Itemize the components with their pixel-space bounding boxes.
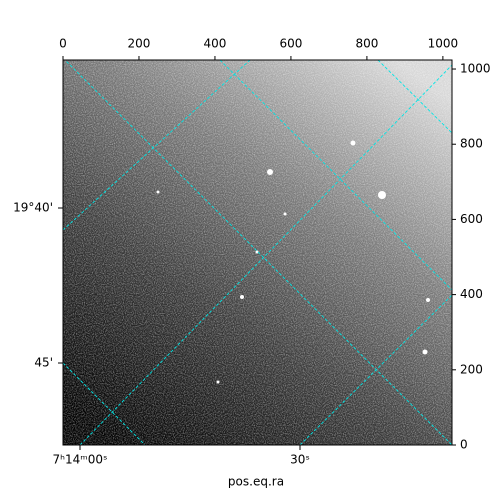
wcs-grid [63,60,452,445]
wcs-grid-line [299,294,452,445]
x-tick-label: 200 [128,37,151,51]
wcs-grid-line [219,60,452,291]
wcs-grid-line [64,60,452,445]
y-tick-label: 1000 [460,62,491,76]
image [63,60,452,445]
x-tick-label: 400 [204,37,227,51]
wcs-grid-line [63,362,146,445]
dec-tick-label: 19°40' [13,201,53,215]
y-tick-label: 200 [460,362,483,376]
x-tick-label: 1000 [428,37,459,51]
y-tick-label: 0 [460,438,468,452]
ra-tick-label: 7ʰ14ᵐ00ˢ [53,453,108,467]
y-tick-label: 800 [460,137,483,151]
y-tick-label: 400 [460,287,483,301]
x-tick-label: 600 [279,37,302,51]
wcs-grid-line [79,64,452,445]
wcs-grid-line [63,60,251,231]
x-axis-label: pos.eq.ra [228,475,284,489]
x-tick-label: 800 [355,37,378,51]
dec-tick-label: 45' [34,356,53,370]
ra-tick-label: 30ˢ [290,453,310,467]
frame [62,59,453,446]
x-tick-label: 0 [59,37,67,51]
y-tick-label: 600 [460,212,483,226]
wcs-grid-line [377,60,452,134]
